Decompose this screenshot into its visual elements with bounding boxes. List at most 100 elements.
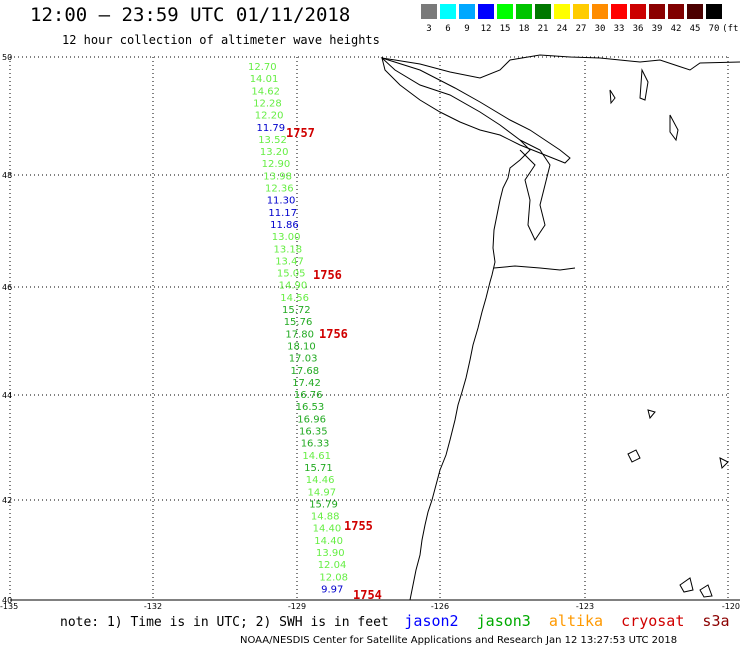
colorbar-swatch: [668, 4, 684, 19]
wave-height-value: 17.80: [285, 329, 314, 340]
wave-height-value: 14.40: [313, 524, 342, 535]
colorbar-swatch: [573, 4, 589, 19]
colorbar-label: 3: [426, 24, 432, 34]
colorbar-swatch: [497, 4, 513, 19]
wave-height-value: 13.20: [260, 147, 289, 158]
longitude-label: -129: [288, 602, 306, 611]
colorbar-swatch: [459, 4, 475, 19]
colorbar-swatch: [440, 4, 456, 19]
island-2: [669, 114, 679, 142]
colorbar-label: 39: [651, 24, 663, 34]
map-subtitle: 12 hour collection of altimeter wave hei…: [62, 33, 380, 47]
track-time-label: 1754: [353, 588, 382, 602]
track-time-label: 1755: [344, 519, 373, 533]
wave-height-value: 11.17: [268, 208, 297, 219]
wave-height-value: 12.20: [255, 111, 284, 122]
longitude-label: -132: [144, 602, 162, 611]
colorbar-swatch: [516, 4, 532, 19]
wave-height-value: 12.36: [265, 184, 294, 195]
wave-height-value: 15.72: [282, 305, 311, 316]
island-3: [609, 89, 616, 105]
latitude-label: 40: [2, 596, 12, 605]
latitude-label: 48: [2, 171, 12, 180]
wave-height-value: 13.98: [263, 171, 292, 182]
track-time-labels: 1757 1756 1756 1755 1754: [286, 126, 382, 602]
latitude-label: 50: [2, 53, 12, 62]
wave-height-value: 14.97: [308, 487, 337, 498]
colorbar-label: 42: [670, 24, 682, 34]
wave-height-value: 11.86: [270, 220, 299, 231]
wave-height-value: 12.90: [262, 159, 291, 170]
coastline: [380, 54, 740, 601]
columbia-river: [493, 265, 576, 271]
colorbar-label: 45: [689, 24, 701, 34]
wave-height-value: 13.47: [275, 256, 304, 267]
colorbar-label: 21: [537, 24, 549, 34]
wave-height-value: 17.68: [291, 366, 320, 377]
wave-height-value: 15.76: [284, 317, 313, 328]
colorbar-swatch: [687, 4, 703, 19]
note-text: note: 1) Time is in UTC; 2) SWH is in fe…: [60, 615, 389, 630]
colorbar-swatch: [478, 4, 494, 19]
wave-height-value: 9.97: [321, 584, 343, 595]
puget-sound: [519, 139, 551, 242]
wave-height-value: 14.56: [280, 293, 309, 304]
wave-height-value: 16.76: [294, 390, 323, 401]
map-title: 12:00 – 23:59 UTC 01/11/2018: [30, 4, 351, 26]
satellite-jason2: jason2: [404, 612, 459, 630]
longitude-label: -126: [431, 602, 449, 611]
wave-height-value: 14.40: [314, 536, 343, 547]
latitude-label: 46: [2, 283, 12, 292]
colorbar-label: 24: [556, 24, 568, 34]
lake-4: [679, 577, 694, 593]
colorbar-swatch: [630, 4, 646, 19]
colorbar-swatch: [421, 4, 437, 19]
wave-height-value: 13.18: [274, 244, 303, 255]
satellite-cryosat: cryosat: [603, 612, 685, 630]
wave-height-value: 16.96: [297, 414, 326, 425]
lake-1: [627, 449, 641, 463]
colorbar-swatch: [554, 4, 570, 19]
colorbar-swatch: [535, 4, 551, 19]
colorbar-swatch: [611, 4, 627, 19]
wave-height-value: 14.90: [279, 281, 308, 292]
footer-credit: NOAA/NESDIS Center for Satellite Applica…: [240, 635, 678, 646]
satellite-jason3: jason3: [458, 612, 531, 630]
longitude-label: -123: [576, 602, 594, 611]
wave-height-value: 15.79: [309, 499, 338, 510]
island-1: [639, 68, 649, 101]
colorbar-swatch: [706, 4, 722, 19]
axis-labels: 50 48 46 44 42 40-135 -132 -129 -126 -123 -120: [0, 53, 740, 611]
colorbar-label: 70: [708, 24, 720, 34]
longitude-label: -135: [0, 602, 18, 611]
satellite-altika: altika: [530, 612, 604, 630]
graticule: [9, 56, 740, 601]
latitude-label: 44: [2, 391, 12, 400]
wave-height-value: 12.28: [253, 98, 282, 109]
wave-height-value: 15.05: [277, 269, 306, 280]
colorbar-label: 30: [594, 24, 606, 34]
satellite-legend: jason2 jason3 altika cryosat s3a: [404, 612, 729, 630]
colorbar-swatch: [649, 4, 665, 19]
lake-3: [719, 457, 729, 470]
wave-height-value: 16.53: [296, 402, 325, 413]
wave-height-value: 11.79: [257, 123, 286, 134]
longitude-label: -120: [722, 602, 740, 611]
track-time-label: 1756: [319, 327, 348, 341]
colorbar-label: 6: [445, 24, 451, 34]
colorbar-label: 27: [575, 24, 587, 34]
colorbar-units: (ft): [722, 24, 740, 34]
wave-height-value: 13.00: [272, 232, 301, 243]
colorbar-label: 33: [613, 24, 625, 34]
legend: note: 1) Time is in UTC; 2) SWH is in fe…: [60, 612, 730, 630]
wave-height-value: 12.08: [319, 572, 348, 583]
colorbar-swatch: [592, 4, 608, 19]
wave-height-value: 14.46: [306, 475, 335, 486]
track-time-label: 1757: [286, 126, 315, 140]
lake-2: [647, 409, 656, 420]
wave-height-value: 16.35: [299, 427, 328, 438]
latitude-label: 42: [2, 496, 12, 505]
wave-height-value: 16.33: [301, 439, 330, 450]
colorbar-label: 36: [632, 24, 644, 34]
